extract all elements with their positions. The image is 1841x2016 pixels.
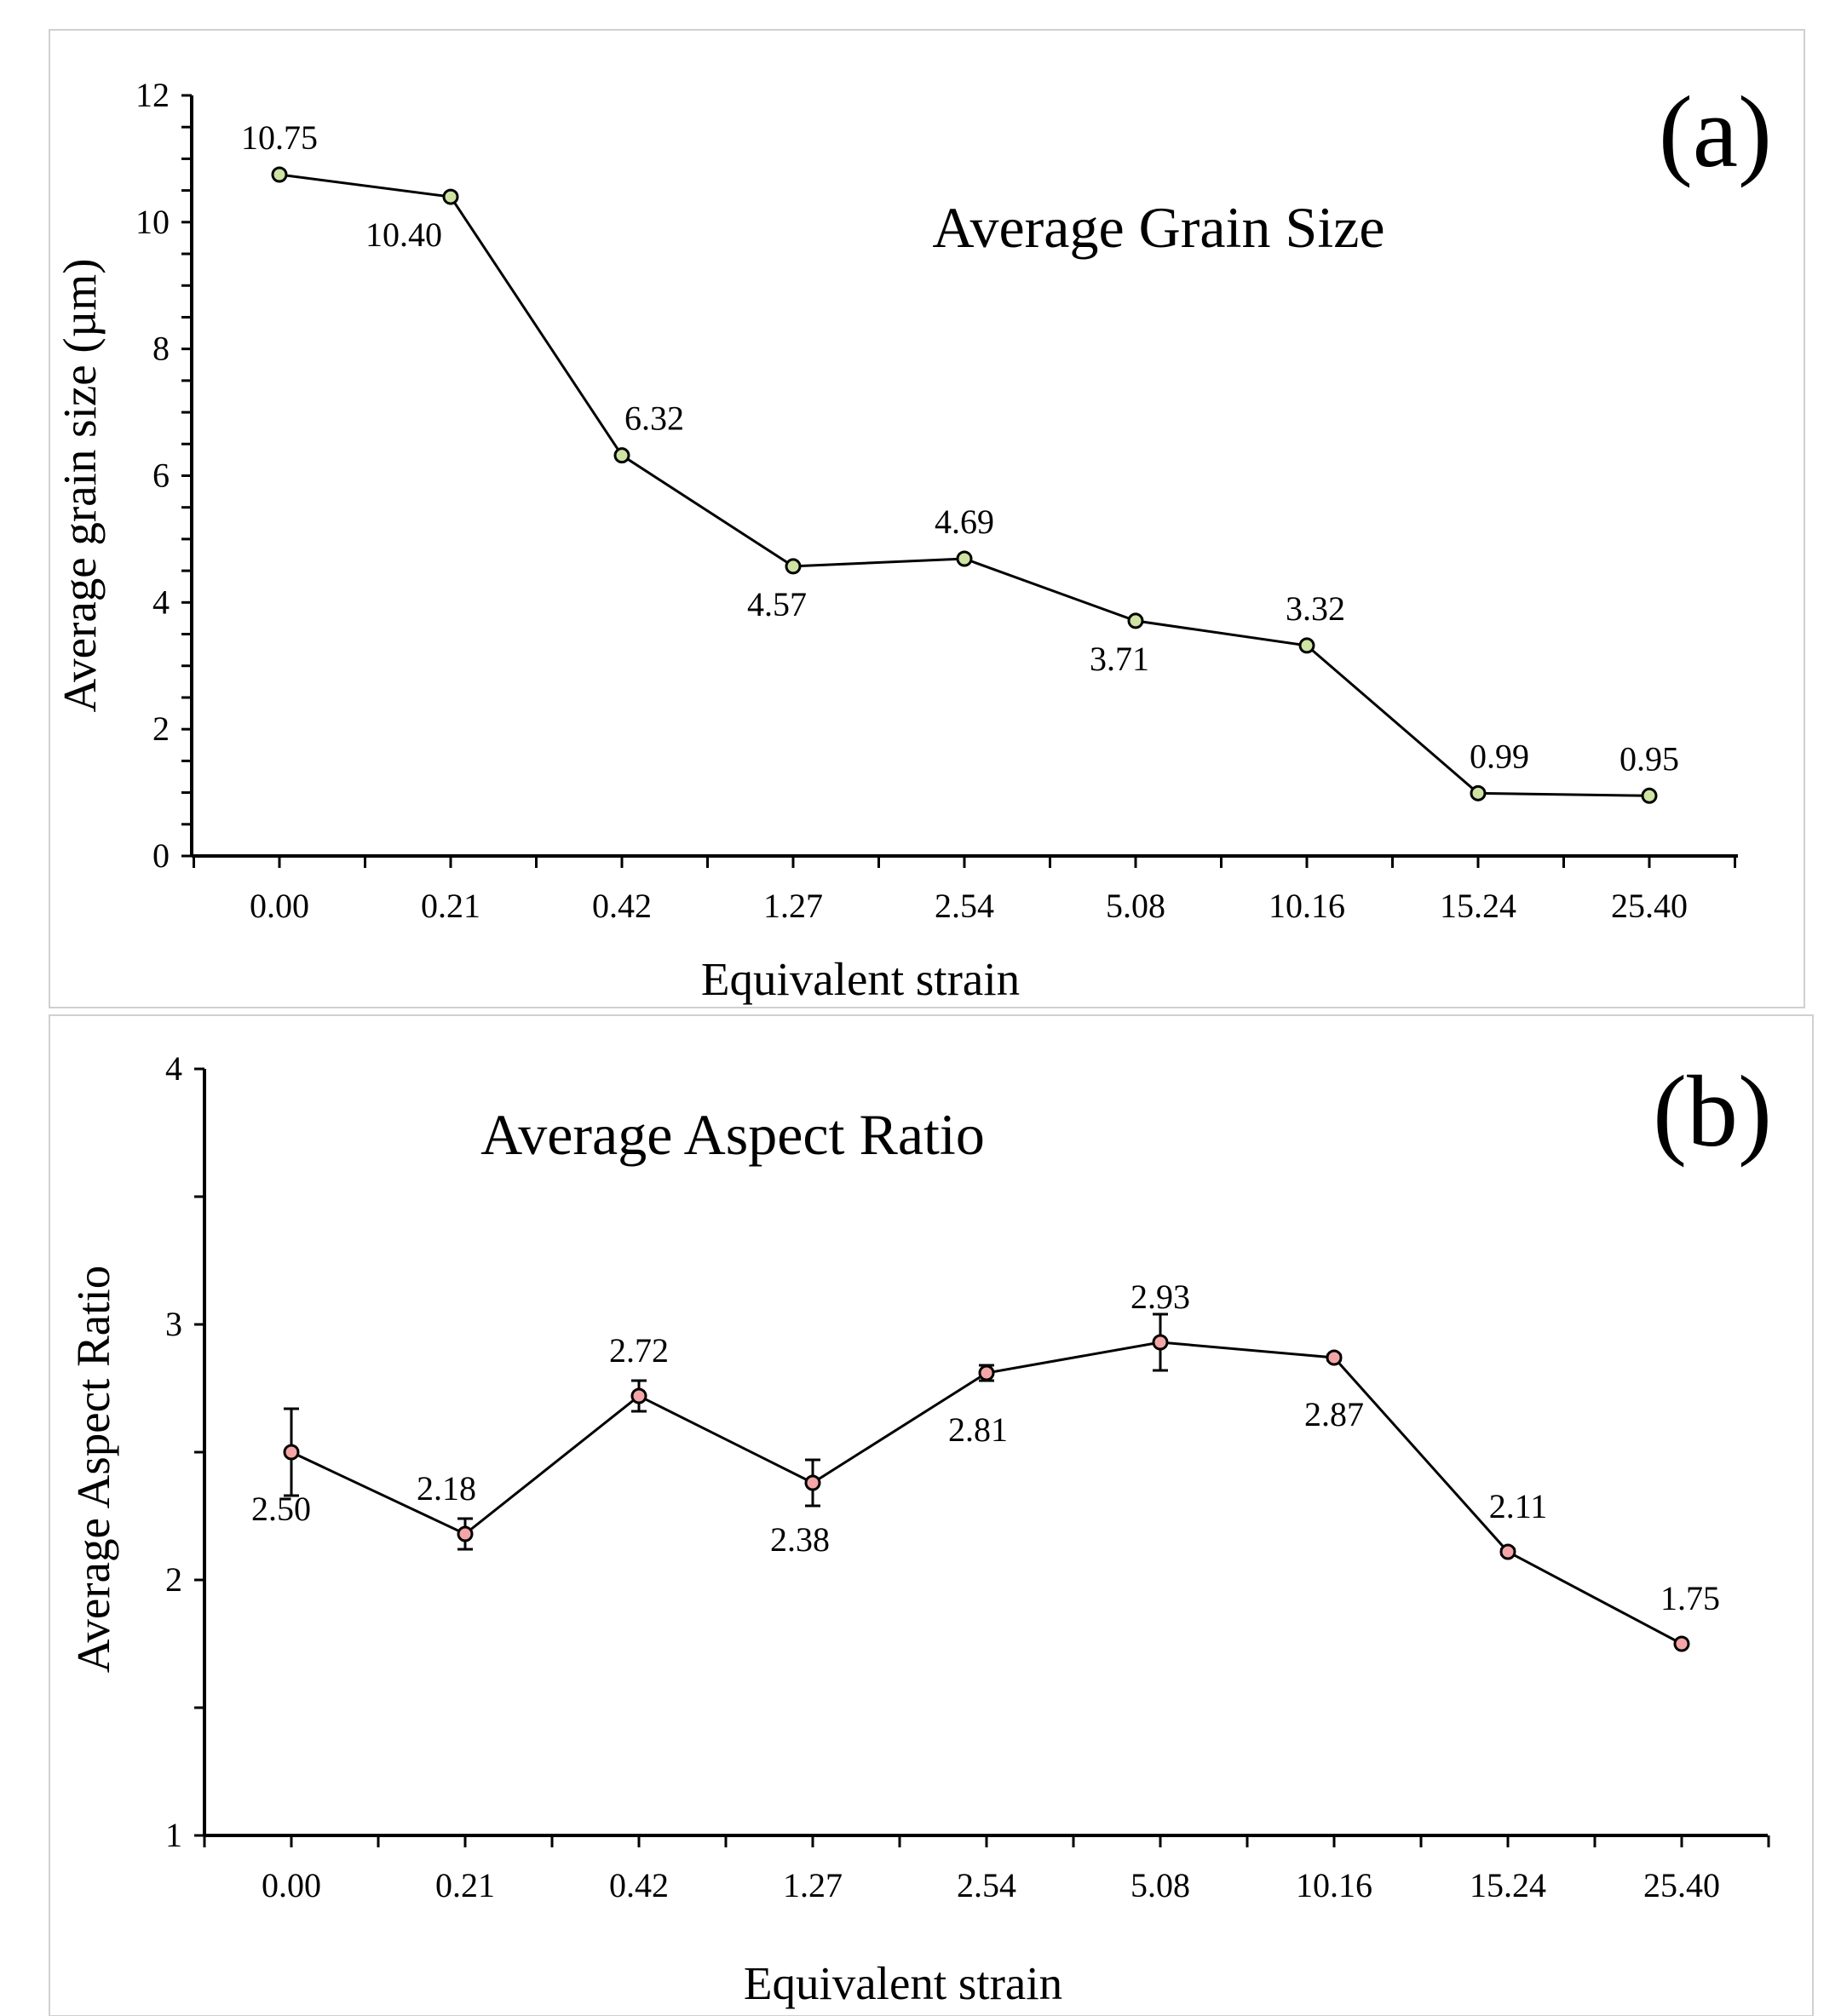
p0-data-label: 10.75 xyxy=(241,118,318,157)
p1-data-label: 2.38 xyxy=(770,1520,830,1559)
panel-a-border xyxy=(49,29,1805,1008)
p0-data-point xyxy=(1298,637,1315,654)
p1-data-point xyxy=(283,1444,300,1461)
p1-data-label: 2.87 xyxy=(1304,1395,1364,1433)
p0-y-tick-label: 8 xyxy=(152,330,170,368)
panel-b-y-axis-title: Average Aspect Ratio xyxy=(67,1266,119,1674)
p1-data-label: 2.93 xyxy=(1130,1278,1190,1316)
p0-data-point xyxy=(271,166,288,183)
p0-x-tick-label: 0.00 xyxy=(250,887,309,925)
p0-data-label: 0.95 xyxy=(1620,739,1679,778)
panel-a-x-axis-title: Equivalent strain xyxy=(701,953,1020,1005)
p1-data-label: 2.81 xyxy=(948,1410,1008,1449)
p1-data-label: 1.75 xyxy=(1660,1579,1720,1617)
p1-x-tick-label: 1.27 xyxy=(783,1866,843,1904)
p0-data-label: 4.69 xyxy=(935,503,994,541)
p0-data-label: 3.32 xyxy=(1286,589,1345,628)
p1-y-tick-label: 3 xyxy=(165,1305,182,1343)
panel-b-border xyxy=(49,1014,1814,2016)
p0-data-point xyxy=(1470,784,1487,801)
p0-data-label: 3.71 xyxy=(1090,640,1149,678)
p0-y-tick-label: 2 xyxy=(152,709,170,748)
p0-data-point xyxy=(956,550,973,567)
panel-a-title: Average Grain Size xyxy=(932,195,1384,260)
p0-y-tick-label: 4 xyxy=(152,583,170,621)
p1-y-tick-label: 2 xyxy=(165,1560,182,1599)
p0-x-tick-label: 25.40 xyxy=(1611,887,1688,925)
panel-a-tag: (a) xyxy=(1659,75,1772,188)
p0-y-tick-label: 12 xyxy=(135,76,170,114)
p0-data-label: 0.99 xyxy=(1470,737,1529,775)
p1-x-tick-label: 0.21 xyxy=(435,1866,495,1904)
p1-data-point xyxy=(630,1387,647,1404)
p0-y-tick-label: 0 xyxy=(152,836,170,875)
p1-data-point xyxy=(1152,1334,1169,1351)
p1-data-label: 2.11 xyxy=(1489,1487,1548,1525)
p1-x-tick-label: 5.08 xyxy=(1130,1866,1190,1904)
p1-x-tick-label: 25.40 xyxy=(1643,1866,1720,1904)
p0-y-tick-label: 10 xyxy=(135,203,170,241)
p1-data-point xyxy=(978,1364,995,1381)
p0-x-tick-label: 1.27 xyxy=(763,887,823,925)
p1-data-point xyxy=(804,1474,821,1491)
p1-x-tick-label: 10.16 xyxy=(1296,1866,1372,1904)
panel-a-plot: 0 2 4 6 8 10 12 0.00 0.21 0.42 1.27 2.54 5.08 10.16 15… xyxy=(135,76,1738,925)
p0-x-tick-label: 0.42 xyxy=(592,887,652,925)
panel-b: (b) Average Aspect Ratio Equivalent stra… xyxy=(49,1014,1814,2016)
p1-x-tick-label: 15.24 xyxy=(1470,1866,1546,1904)
p1-data-point xyxy=(1326,1349,1343,1366)
p0-x-tick-label: 5.08 xyxy=(1106,887,1165,925)
p1-data-label: 2.18 xyxy=(417,1469,476,1508)
panel-a: (a) Average Grain Size Equivalent strain… xyxy=(49,29,1805,1008)
p0-x-tick-label: 10.16 xyxy=(1269,887,1345,925)
p1-data-point xyxy=(1673,1635,1690,1652)
p0-y-tick-label: 6 xyxy=(152,457,170,495)
p0-data-point xyxy=(785,558,802,575)
p0-data-point xyxy=(613,447,630,464)
p1-data-point xyxy=(1499,1543,1516,1560)
panel-b-tag: (b) xyxy=(1653,1054,1772,1168)
p1-x-tick-label: 0.42 xyxy=(609,1866,669,1904)
p0-x-tick-label: 0.21 xyxy=(421,887,480,925)
p1-data-label: 2.50 xyxy=(251,1490,311,1528)
p0-data-label: 6.32 xyxy=(624,399,684,438)
p1-data-label: 2.72 xyxy=(609,1331,669,1370)
panel-a-y-axis-title: Average grain size (µm) xyxy=(54,258,106,712)
p0-x-tick-label: 2.54 xyxy=(935,887,994,925)
p0-data-label: 10.40 xyxy=(365,215,442,254)
p1-y-tick-label: 4 xyxy=(165,1049,182,1088)
p1-x-tick-label: 0.00 xyxy=(262,1866,321,1904)
panel-b-x-axis-title: Equivalent strain xyxy=(744,1957,1062,2009)
p1-x-tick-label: 2.54 xyxy=(957,1866,1016,1904)
p1-data-point xyxy=(457,1525,474,1542)
panel-b-title: Average Aspect Ratio xyxy=(480,1102,985,1167)
p0-data-point xyxy=(442,188,459,205)
p0-x-tick-label: 15.24 xyxy=(1440,887,1516,925)
panel-b-plot: 1 2 3 4 0.00 0.21 0.42 1.27 2.54 5.08 10.16 15.24 25… xyxy=(165,1049,1770,1904)
p1-y-tick-label: 1 xyxy=(165,1816,182,1854)
p0-data-point xyxy=(1127,612,1144,629)
p1-series-line xyxy=(291,1341,1683,1646)
p0-series-line xyxy=(279,173,1650,797)
p0-data-label: 4.57 xyxy=(747,585,807,623)
p0-data-point xyxy=(1641,787,1658,804)
